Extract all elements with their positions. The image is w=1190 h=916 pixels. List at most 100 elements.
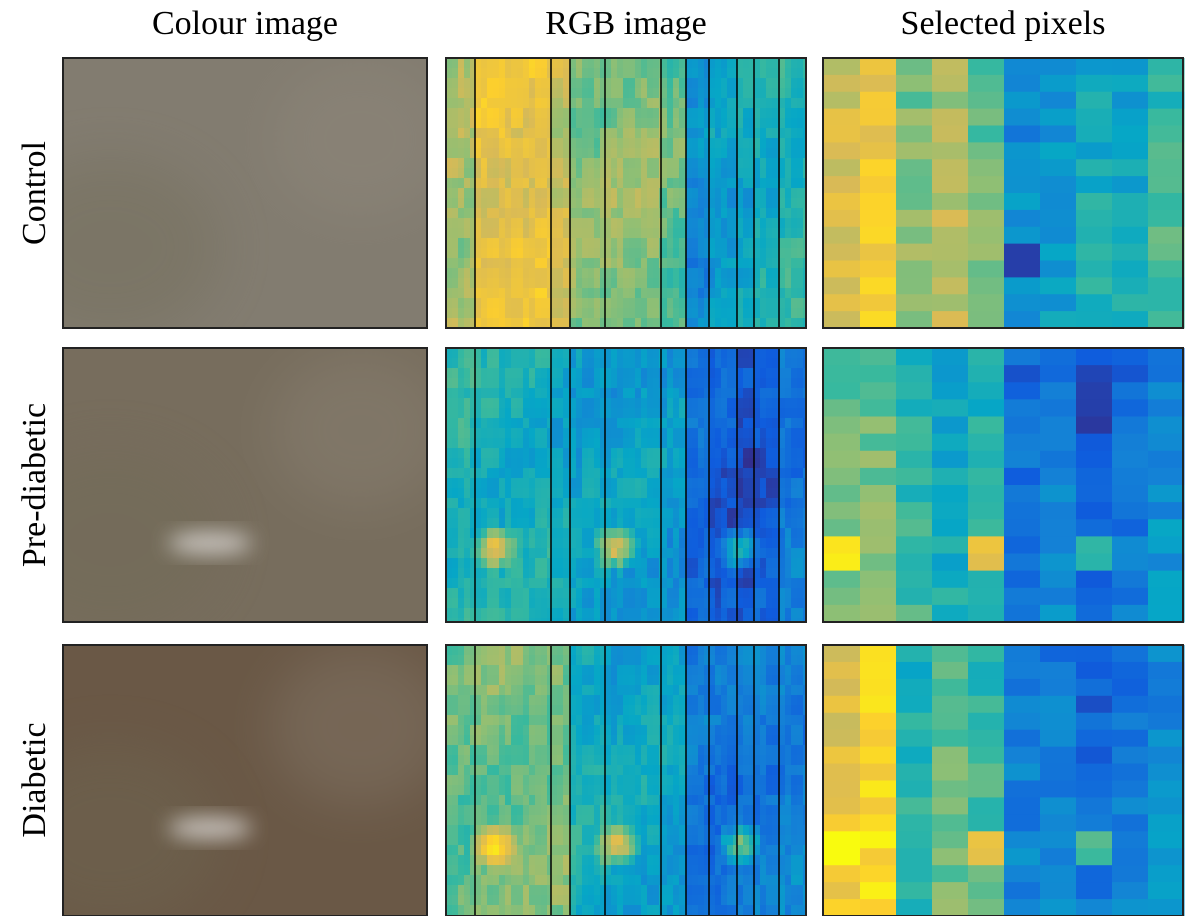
pixel: [635, 558, 641, 568]
pixel: [511, 685, 517, 695]
pixel: [582, 408, 588, 418]
pixel: [679, 428, 685, 438]
pixel: [661, 158, 667, 168]
pixel: [653, 418, 659, 428]
pixel: [529, 118, 535, 128]
pixel: [623, 298, 629, 308]
pixel: [760, 398, 766, 408]
pixel: [529, 288, 535, 298]
pixel: [563, 588, 569, 598]
pixel: [523, 298, 529, 308]
pixel: [499, 895, 505, 905]
pixel: [932, 227, 969, 244]
pixel: [570, 835, 576, 845]
pixel: [563, 78, 569, 88]
pixel: [617, 78, 623, 88]
pixel: [896, 227, 933, 244]
pixel: [698, 228, 704, 238]
pixel: [557, 418, 563, 428]
pixel: [557, 875, 563, 885]
pixel: [535, 278, 541, 288]
pixel: [623, 695, 629, 705]
pixel: [932, 92, 969, 109]
pixel: [766, 148, 772, 158]
pixel: [797, 58, 803, 68]
pixel: [605, 538, 611, 548]
pixel: [653, 118, 659, 128]
pixel: [623, 448, 629, 458]
pixel: [458, 98, 464, 108]
pixel: [517, 508, 523, 518]
pixel: [582, 438, 588, 448]
pixel: [617, 238, 623, 248]
pixel: [611, 845, 617, 855]
pixel: [679, 498, 685, 508]
column-title: RGB image: [545, 5, 706, 42]
pixel: [686, 228, 692, 238]
pixel: [785, 218, 791, 228]
pixel: [611, 228, 617, 238]
pixel: [785, 558, 791, 568]
pixel: [551, 488, 557, 498]
pixel: [709, 538, 715, 548]
pixel: [779, 508, 785, 518]
pixel: [797, 568, 803, 578]
pixel: [475, 795, 481, 805]
pixel: [743, 488, 749, 498]
pixel: [517, 278, 523, 288]
pixel: [661, 368, 667, 378]
pixel: [1112, 109, 1149, 126]
pixel: [1076, 365, 1113, 383]
pixel: [605, 228, 611, 238]
pixel: [760, 198, 766, 208]
pixel: [570, 735, 576, 745]
pixel: [617, 805, 623, 815]
pixel: [576, 895, 582, 905]
pixel: [481, 68, 487, 78]
pixel: [709, 358, 715, 368]
pixel: [605, 468, 611, 478]
pixel: [1040, 571, 1077, 589]
pixel: [641, 588, 647, 598]
pixel: [617, 308, 623, 318]
pixel: [653, 398, 659, 408]
pixel: [499, 188, 505, 198]
pixel: [686, 118, 692, 128]
pixel: [653, 855, 659, 865]
pixel: [535, 58, 541, 68]
pixel: [641, 128, 647, 138]
pixel: [641, 725, 647, 735]
pixel: [475, 58, 481, 68]
pixel: [557, 288, 563, 298]
pixel: [766, 528, 772, 538]
pixel: [523, 695, 529, 705]
pixel: [860, 193, 897, 210]
pixel: [779, 578, 785, 588]
pixel: [617, 378, 623, 388]
pixel: [647, 308, 653, 318]
pixel: [653, 218, 659, 228]
pixel: [641, 318, 647, 328]
pixel: [582, 138, 588, 148]
pixel: [541, 685, 547, 695]
pixel: [582, 208, 588, 218]
pixel: [529, 58, 535, 68]
pixel: [475, 108, 481, 118]
pixel: [737, 148, 743, 158]
pixel: [698, 498, 704, 508]
pixel: [611, 368, 617, 378]
pixel: [647, 845, 653, 855]
pixel: [523, 178, 529, 188]
pixel: [529, 248, 535, 258]
pixel: [721, 538, 727, 548]
pixel: [487, 608, 493, 618]
pixel: [452, 488, 458, 498]
pixel: [641, 885, 647, 895]
pixel: [452, 725, 458, 735]
pixel: [570, 528, 576, 538]
pixel: [523, 905, 529, 915]
pixel: [791, 208, 797, 218]
pixel: [499, 68, 505, 78]
pixel: [785, 518, 791, 528]
pixel: [523, 705, 529, 715]
